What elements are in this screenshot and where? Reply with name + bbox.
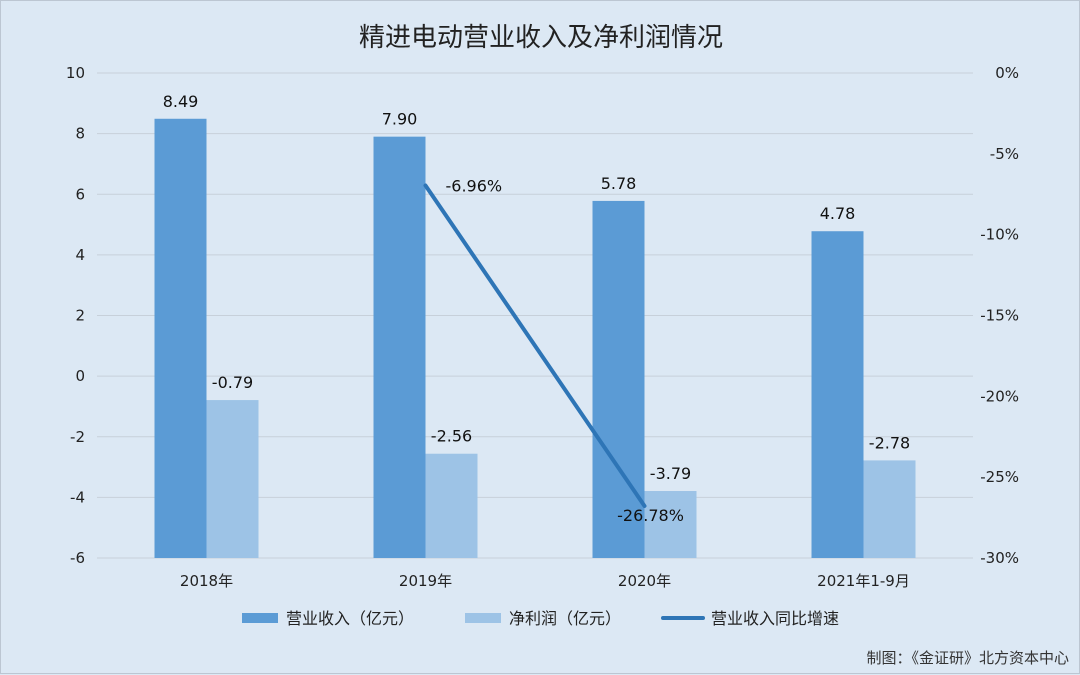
revenue-bar bbox=[592, 200, 645, 558]
chart-title: 精进电动营业收入及净利润情况 bbox=[359, 23, 723, 53]
right-tick-label: -20% bbox=[980, 387, 1019, 405]
profit-data-label: -3.79 bbox=[650, 464, 691, 483]
legend-revenue-swatch bbox=[242, 613, 278, 623]
category-label: 2021年1-9月 bbox=[817, 572, 910, 590]
revenue-bar bbox=[373, 136, 426, 558]
left-tick-label: -6 bbox=[70, 549, 85, 567]
left-tick-label: 2 bbox=[75, 307, 85, 325]
profit-data-label: -0.79 bbox=[212, 373, 253, 392]
right-tick-label: -10% bbox=[980, 226, 1019, 244]
left-tick-label: 0 bbox=[75, 367, 85, 385]
right-tick-label: 0% bbox=[995, 64, 1019, 82]
bars-layer bbox=[154, 118, 916, 558]
revenue-data-label: 5.78 bbox=[601, 174, 637, 193]
legend-revenue-label: 营业收入（亿元） bbox=[286, 609, 414, 628]
right-tick-label: -5% bbox=[990, 145, 1019, 163]
category-label: 2019年 bbox=[399, 572, 452, 590]
right-tick-label: -15% bbox=[980, 307, 1019, 325]
profit-bar bbox=[863, 460, 916, 558]
profit-bar bbox=[425, 453, 478, 558]
legend-profit-swatch bbox=[465, 613, 501, 623]
data-labels: 8.49 -0.79 7.90 -2.56 5.78 -3.79 4.78 -2.78 -6.9… bbox=[163, 92, 911, 525]
left-tick-label: 10 bbox=[66, 64, 85, 82]
growth-line bbox=[423, 183, 647, 508]
revenue-data-label: 8.49 bbox=[163, 92, 199, 111]
growth-data-label: -6.96% bbox=[446, 177, 503, 196]
left-tick-label: -2 bbox=[70, 428, 85, 446]
profit-data-label: -2.78 bbox=[869, 433, 910, 452]
category-axis: 2018年 2019年 2020年 2021年1-9月 bbox=[180, 572, 910, 590]
left-tick-label: 6 bbox=[75, 185, 85, 203]
revenue-bar bbox=[811, 231, 864, 558]
profit-data-label: -2.56 bbox=[431, 427, 472, 446]
left-axis: -6 -4 -2 0 2 4 6 8 10 bbox=[66, 64, 85, 567]
profit-bar bbox=[644, 491, 697, 558]
revenue-bar bbox=[154, 118, 207, 558]
left-tick-label: 4 bbox=[75, 246, 85, 264]
right-tick-label: -25% bbox=[980, 468, 1019, 486]
revenue-data-label: 4.78 bbox=[820, 204, 856, 223]
profit-bar bbox=[206, 400, 259, 558]
category-label: 2020年 bbox=[618, 572, 671, 590]
right-axis: -30% -25% -20% -15% -10% -5% 0% bbox=[980, 64, 1019, 567]
credit-text: 制图：《金证研》北方资本中心 bbox=[866, 649, 1069, 667]
left-tick-label: 8 bbox=[75, 125, 85, 143]
legend-profit-label: 净利润（亿元） bbox=[509, 609, 621, 628]
legend-growth-label: 营业收入同比增速 bbox=[711, 609, 839, 628]
left-tick-label: -4 bbox=[70, 488, 85, 506]
category-label: 2018年 bbox=[180, 572, 233, 590]
revenue-data-label: 7.90 bbox=[382, 110, 418, 129]
line-layer bbox=[423, 183, 647, 508]
growth-data-label: -26.78% bbox=[617, 506, 684, 525]
right-tick-label: -30% bbox=[980, 549, 1019, 567]
legend: 营业收入（亿元） 净利润（亿元） 营业收入同比增速 bbox=[242, 609, 839, 628]
